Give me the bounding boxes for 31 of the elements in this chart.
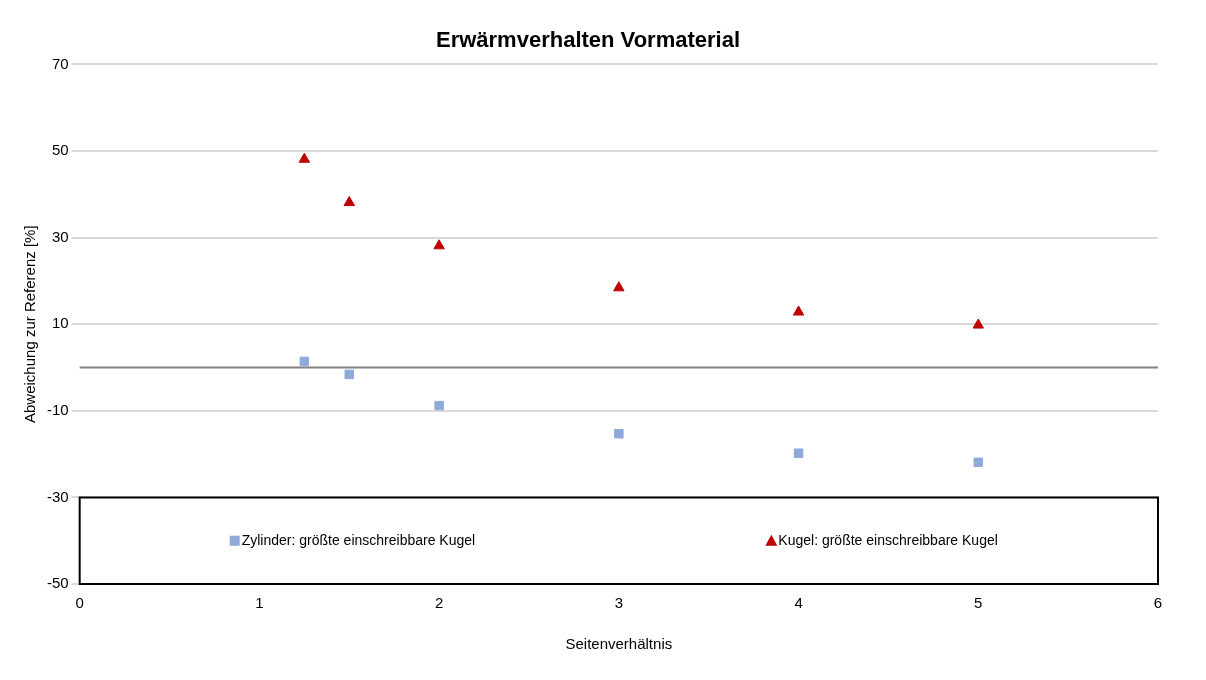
x-tick-label: 3 [614,594,624,612]
legend-label: Zylinder: größte einschreibbare Kugel [241,531,476,548]
point [613,281,625,292]
point [298,152,311,163]
y-tick-label: 30 [51,227,69,245]
point [433,239,445,250]
point [299,356,310,367]
x-tick-label: 2 [434,594,444,612]
chart-title: Erwärmverhalten Vormaterial [435,27,741,53]
x-tick-label: 0 [75,594,84,612]
x-tick-label: 1 [255,594,264,612]
point [792,305,805,316]
point [973,457,984,468]
point [343,196,355,207]
y-tick-label: -50 [46,574,69,592]
point [972,318,984,329]
x-tick-label: 4 [794,594,803,612]
point [344,369,354,380]
y-tick-label: 70 [51,54,69,72]
y-tick-label: 50 [51,141,69,159]
legend-label: Kugel: größte einschreibbare Kugel [778,531,998,548]
x-tick-label: 6 [1153,594,1163,612]
point [614,429,624,439]
y-axis-title: Abweichung zur Referenz [%] [21,225,39,423]
point [434,400,444,411]
point [793,448,804,458]
x-tick-label: 5 [974,594,983,612]
y-tick-label: 10 [51,314,69,332]
y-tick-label: -10 [46,400,69,418]
y-tick-label: -30 [46,487,69,505]
x-axis-title: Seitenverhältnis [565,635,673,653]
